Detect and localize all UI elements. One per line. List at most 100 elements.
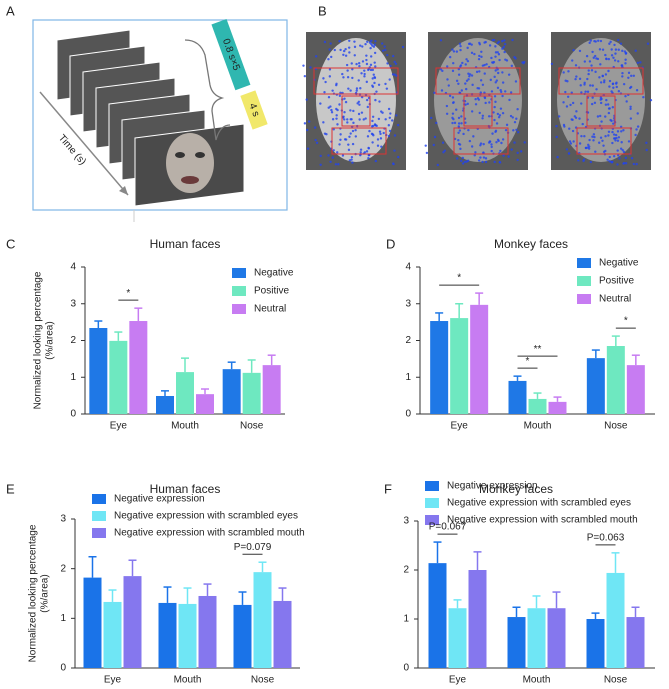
- gaze-point: [459, 147, 462, 151]
- gaze-point: [494, 69, 497, 72]
- significance-label: P=0.063: [587, 532, 625, 543]
- gaze-point: [501, 94, 504, 98]
- gaze-point: [490, 149, 493, 153]
- gaze-point: [338, 94, 342, 98]
- gaze-point: [391, 73, 395, 76]
- gaze-point: [353, 54, 356, 57]
- gaze-point: [366, 135, 370, 138]
- gaze-point: [500, 141, 503, 145]
- gaze-point: [369, 46, 372, 50]
- gaze-point: [358, 118, 361, 121]
- error-bar: [631, 606, 640, 618]
- gaze-point: [484, 157, 488, 160]
- gaze-point: [488, 101, 491, 104]
- gaze-point: [465, 79, 469, 82]
- y-axis-label: (%/area): [40, 574, 51, 612]
- gaze-point: [620, 141, 623, 144]
- gaze-point: [365, 58, 368, 62]
- gaze-point: [393, 134, 397, 137]
- gaze-point: [388, 129, 392, 133]
- gaze-point: [336, 123, 339, 126]
- gaze-point: [514, 80, 518, 83]
- gaze-point: [614, 48, 618, 51]
- gaze-point: [354, 135, 358, 138]
- gaze-point: [617, 60, 620, 63]
- legend-label: Negative: [599, 258, 639, 269]
- gaze-point: [592, 133, 596, 136]
- gaze-point: [319, 163, 322, 166]
- bar: [83, 577, 102, 668]
- gaze-point: [355, 87, 359, 90]
- gaze-point: [573, 115, 577, 118]
- gaze-point: [470, 51, 474, 55]
- legend-label: Negative expression with scrambled eyes: [447, 498, 631, 509]
- gaze-point: [344, 47, 347, 51]
- gaze-point: [489, 78, 493, 82]
- gaze-point: [604, 53, 607, 57]
- x-tick-label: Eye: [451, 421, 469, 432]
- gaze-point: [351, 76, 354, 80]
- heatmaps: [302, 32, 653, 170]
- gaze-point: [348, 135, 351, 138]
- y-tick-label: 2: [70, 335, 76, 346]
- gaze-point: [355, 62, 358, 66]
- x-tick-label: Nose: [251, 675, 275, 686]
- frame-stack: [56, 29, 245, 207]
- gaze-point: [358, 103, 361, 106]
- gaze-point: [470, 145, 474, 148]
- roi-eye: [558, 67, 644, 95]
- significance-label: *: [126, 288, 130, 299]
- panel-letter: A: [6, 3, 15, 18]
- legend-label: Neutral: [254, 304, 286, 315]
- face-duration: 4 s: [246, 102, 261, 118]
- gaze-point: [614, 52, 617, 55]
- gaze-point: [377, 117, 381, 121]
- gaze-point: [484, 40, 487, 44]
- gaze-point: [587, 69, 590, 72]
- gaze-point: [369, 55, 373, 58]
- gaze-point: [492, 111, 495, 114]
- gaze-point: [583, 135, 586, 138]
- gaze-point: [348, 39, 351, 42]
- gaze-point: [496, 51, 499, 54]
- gaze-point: [615, 85, 618, 89]
- gaze-point: [495, 122, 499, 125]
- gaze-point: [474, 103, 478, 106]
- gaze-point: [303, 122, 307, 125]
- gaze-point: [608, 79, 612, 83]
- gaze-point: [621, 71, 624, 75]
- gaze-point: [433, 135, 437, 139]
- face: [316, 38, 396, 162]
- gaze-point: [610, 90, 613, 93]
- gaze-point: [387, 124, 391, 127]
- error-bar: [473, 551, 482, 570]
- gaze-point: [344, 138, 348, 141]
- panel-letter: B: [318, 3, 327, 18]
- gaze-point: [569, 103, 572, 107]
- gaze-point: [371, 68, 375, 72]
- gaze-point: [365, 150, 369, 153]
- gaze-point: [611, 141, 614, 145]
- gaze-point: [357, 112, 361, 116]
- gaze-point: [384, 82, 387, 86]
- gaze-point: [595, 88, 598, 91]
- error-bar: [591, 612, 600, 619]
- gaze-point: [556, 155, 559, 159]
- gaze-point: [616, 139, 620, 142]
- chart-title: Human faces: [150, 482, 221, 496]
- gaze-point: [336, 151, 339, 154]
- gaze-point: [374, 98, 377, 102]
- gaze-point: [493, 75, 496, 79]
- gaze-point: [607, 69, 610, 73]
- charts: C Human faces Normalized looking percentag…: [6, 236, 655, 686]
- gaze-point: [622, 161, 626, 165]
- roi-nose: [463, 95, 493, 127]
- panel-letter: E: [6, 481, 15, 496]
- gaze-point: [566, 95, 570, 98]
- bar: [606, 572, 625, 668]
- gaze-point: [501, 47, 504, 50]
- gaze-point: [504, 90, 507, 93]
- bar: [123, 576, 142, 668]
- gaze-point: [622, 129, 625, 132]
